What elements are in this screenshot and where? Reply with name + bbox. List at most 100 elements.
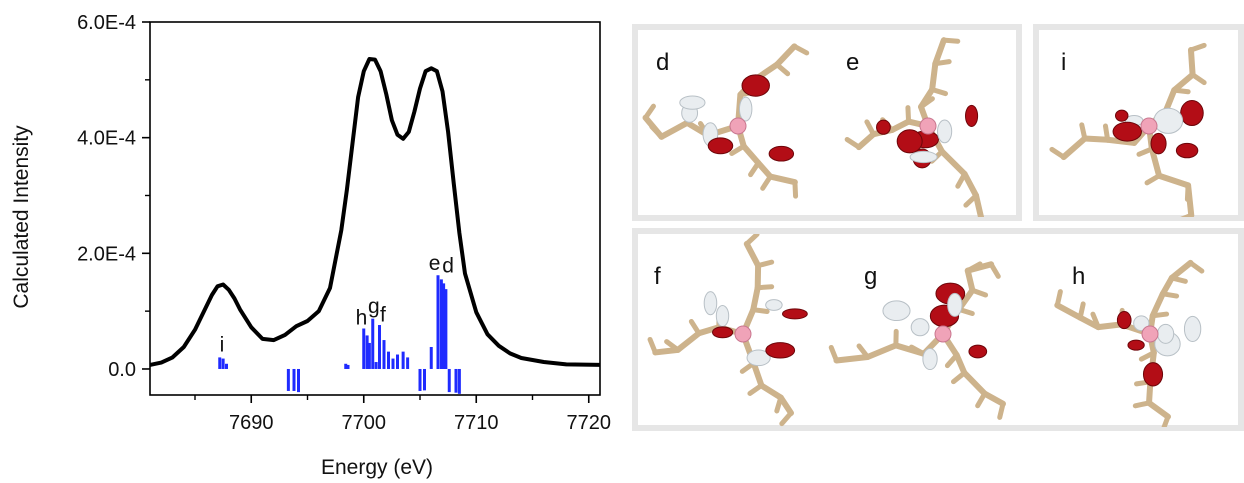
plot-area: 7690 7700 7710 7720 0.0 2.0E-4 4.0E-4 6.0E-4 i hg… (77, 12, 611, 434)
ligand-bond (855, 131, 877, 151)
ligand-bond (750, 360, 765, 389)
orbital-lobe-negative (679, 95, 706, 110)
y-tick-label: 4.0E-4 (77, 128, 136, 150)
ligand-bond (674, 330, 702, 353)
plot-frame (149, 21, 601, 396)
orbital-lobe-positive (765, 342, 796, 359)
orbital-lobe-negative (947, 292, 963, 317)
y-axis-title: Calculated Intensity (10, 125, 33, 309)
orbital-lobe-negative (703, 291, 718, 316)
orbital-lobe-positive (741, 74, 770, 97)
orbital-image-i (1049, 42, 1207, 217)
ligand-bond (932, 37, 947, 67)
ligand-bond (961, 369, 988, 397)
ligand-bond (1163, 87, 1178, 114)
ligand-bond (1077, 314, 1102, 331)
orbital-lobe-negative (715, 304, 730, 327)
ligand-bond (740, 143, 762, 166)
xanes-chart: 7690 7700 7710 7720 0.0 2.0E-4 4.0E-4 6.0E-4 i hg… (10, 12, 611, 479)
ligand-bond (892, 342, 927, 357)
orbital-lobe-negative (1153, 107, 1184, 134)
x-tick-label: 7700 (342, 412, 387, 434)
ligand-bond (938, 148, 968, 178)
orbital-lobe-negative (765, 299, 783, 311)
orbital-image-f (647, 234, 808, 427)
ligand-bond (755, 159, 774, 180)
ligand-bond (779, 410, 794, 427)
ligand-bond (997, 401, 1006, 420)
ligand-bond (1187, 46, 1196, 78)
orbital-lobe-positive (896, 129, 923, 154)
orbital-image-e (844, 37, 985, 217)
ligand-bond (964, 267, 976, 294)
orbital-lobe-positive (1142, 362, 1164, 387)
ligand-bond (767, 173, 798, 186)
ligand-bond (1156, 172, 1192, 189)
ligand-bond (941, 37, 961, 44)
orbital-lobe-negative (746, 349, 771, 367)
x-tick-label: 7710 (454, 412, 499, 434)
orbital-lobe-positive (1150, 132, 1167, 155)
ligand-bond (844, 136, 862, 150)
orbital-lobe-negative (909, 150, 938, 164)
orbital-lobe-positive (707, 137, 734, 155)
orbital-lobe-positive (1175, 142, 1199, 159)
orbital-image-d (642, 43, 810, 199)
ligand-bond (828, 344, 839, 363)
orbital-label-g: g (864, 263, 877, 290)
ligand-bond (973, 192, 985, 217)
spectrum-curve (149, 57, 601, 367)
orbital-lobe-positive (1180, 99, 1204, 127)
orbital-lobe-negative (882, 300, 911, 322)
ligand-bond (864, 342, 899, 360)
orbital-lobe-negative (738, 96, 753, 122)
orbital-single-i: i (1049, 42, 1207, 217)
peak-label-f: f (380, 304, 386, 327)
ligand-bond (929, 60, 939, 93)
ligand-bond (981, 390, 1007, 407)
orbital-label-i: i (1061, 49, 1066, 76)
ligand-bond (1149, 290, 1166, 319)
ligand-bond (1054, 302, 1084, 321)
ligand-bond (643, 103, 656, 121)
orbital-panel-f-g-h: f g h (632, 228, 1244, 431)
orbital-lobe-positive (876, 119, 891, 135)
ligand-bond (889, 118, 912, 134)
orbital-triple-fgh: f g h (647, 234, 1205, 427)
ligand-bond (791, 43, 810, 56)
ligand-bond (1054, 289, 1063, 308)
orbital-lobe-positive (965, 104, 979, 128)
peak-label-d: d (442, 254, 454, 277)
orbital-label-f: f (654, 263, 661, 290)
orbital-image-h (1054, 259, 1205, 427)
ligand-bond (773, 43, 798, 68)
ligand-bond (1180, 212, 1194, 217)
orbital-pair-de: d e (642, 37, 985, 217)
ligand-bond (647, 336, 658, 355)
ligand-bond (1171, 71, 1196, 94)
metal-center (934, 325, 952, 343)
ligand-bond (1185, 182, 1195, 217)
orbital-label-e: e (846, 49, 859, 76)
ligand-bond (642, 114, 665, 140)
ligand-bond (1148, 145, 1163, 179)
ligand-bond (750, 284, 761, 313)
ligand-bond (1095, 321, 1125, 331)
peak-label-i: i (220, 334, 225, 357)
ligand-bond (1188, 42, 1207, 53)
orbital-label-h: h (1072, 263, 1085, 290)
orbital-lobe-negative (1157, 323, 1175, 344)
ligand-bond (743, 240, 762, 269)
metal-center (1140, 117, 1158, 135)
ligand-bond (833, 353, 871, 364)
orbital-label-d: d (656, 49, 669, 76)
orbital-lobe-positive (1112, 121, 1142, 142)
orbital-lobe-positive (1114, 109, 1129, 122)
ligand-bond (777, 394, 795, 417)
metal-center (734, 325, 752, 343)
y-tick-label: 2.0E-4 (77, 243, 136, 265)
orbital-lobe-negative (910, 318, 930, 337)
x-axis-title: Energy (eV) (321, 456, 433, 479)
orbital-lobe-positive (712, 326, 734, 339)
peak-label-e: e (429, 252, 441, 275)
